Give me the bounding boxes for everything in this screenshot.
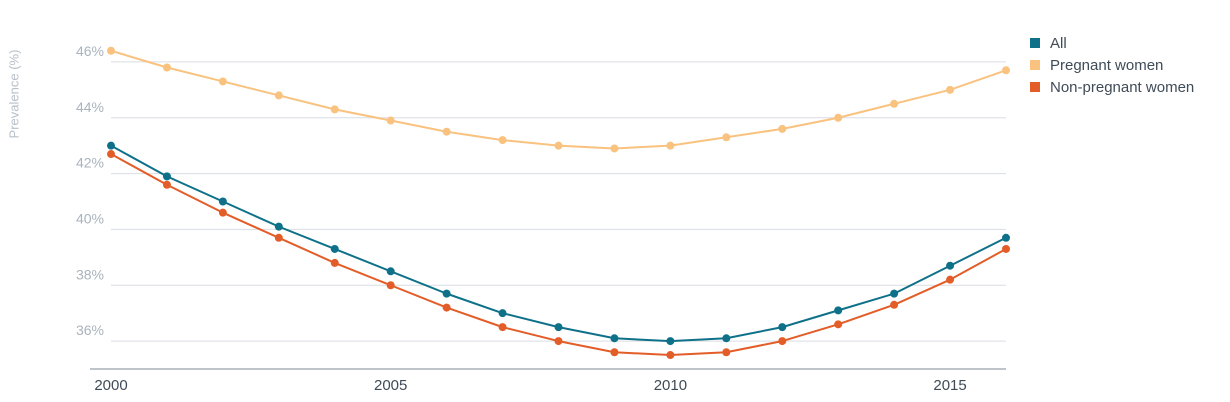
data-point-pregnant-women[interactable]: [442, 127, 451, 136]
gridlines: [111, 61, 1006, 342]
data-point-all[interactable]: [274, 222, 283, 231]
legend-swatch-non-pregnant-women: [1030, 82, 1040, 92]
data-point-non-pregnant-women[interactable]: [498, 323, 507, 332]
data-point-all[interactable]: [610, 334, 619, 343]
data-point-non-pregnant-women[interactable]: [946, 275, 955, 284]
data-point-pregnant-women[interactable]: [330, 105, 339, 114]
data-point-pregnant-women[interactable]: [722, 133, 731, 142]
data-point-pregnant-women[interactable]: [554, 141, 563, 150]
data-point-non-pregnant-women[interactable]: [274, 233, 283, 242]
data-point-pregnant-women[interactable]: [946, 85, 955, 94]
y-axis-ticks: 36% 38% 40% 42% 44% 46%: [76, 43, 104, 338]
data-point-non-pregnant-women[interactable]: [666, 351, 675, 360]
data-point-non-pregnant-women[interactable]: [162, 180, 171, 189]
x-tick-label: 2000: [94, 377, 127, 394]
data-point-pregnant-women[interactable]: [107, 46, 115, 55]
data-point-all[interactable]: [107, 141, 115, 150]
y-tick-label: 44%: [76, 99, 104, 115]
data-point-non-pregnant-women[interactable]: [778, 337, 787, 346]
data-point-pregnant-women[interactable]: [778, 124, 787, 133]
data-point-all[interactable]: [330, 244, 339, 253]
data-point-non-pregnant-women[interactable]: [890, 300, 899, 309]
data-point-all[interactable]: [778, 323, 787, 332]
x-axis-ticks: 2000 2005 2010 2015: [94, 377, 966, 394]
y-axis-label-text: Prevalence (%): [6, 49, 22, 139]
data-point-pregnant-women[interactable]: [834, 113, 843, 122]
series-line-pregnant-women: [110, 49, 1007, 150]
data-point-all[interactable]: [498, 309, 507, 318]
data-point-pregnant-women[interactable]: [666, 141, 675, 150]
data-point-all[interactable]: [834, 306, 843, 315]
data-point-pregnant-women[interactable]: [1002, 66, 1010, 75]
series-group: [107, 46, 1010, 360]
data-point-non-pregnant-women[interactable]: [722, 348, 731, 357]
x-tick-label: 2010: [654, 377, 687, 394]
data-point-all[interactable]: [162, 172, 171, 181]
data-point-non-pregnant-women[interactable]: [107, 150, 115, 159]
data-point-non-pregnant-women[interactable]: [442, 303, 451, 312]
legend-item-pregnant-women[interactable]: Pregnant women: [1030, 54, 1194, 76]
data-point-pregnant-women[interactable]: [386, 116, 395, 125]
data-point-non-pregnant-women[interactable]: [554, 337, 563, 346]
data-point-pregnant-women[interactable]: [610, 144, 619, 153]
data-point-all[interactable]: [442, 289, 451, 298]
series-all: [107, 141, 1010, 346]
series-pregnant-women: [107, 46, 1010, 153]
y-tick-label: 46%: [76, 43, 104, 59]
data-point-non-pregnant-women[interactable]: [1002, 244, 1010, 253]
y-tick-label: 40%: [76, 210, 104, 226]
data-point-pregnant-women[interactable]: [274, 91, 283, 100]
data-point-all[interactable]: [386, 267, 395, 276]
data-point-non-pregnant-women[interactable]: [386, 281, 395, 290]
legend-label-pregnant-women: Pregnant women: [1050, 56, 1164, 74]
data-point-non-pregnant-women[interactable]: [330, 258, 339, 267]
data-point-all[interactable]: [1002, 233, 1010, 242]
x-tick-label: 2005: [374, 377, 407, 394]
data-point-non-pregnant-women[interactable]: [610, 348, 619, 357]
y-tick-label: 42%: [76, 155, 104, 171]
legend: All Pregnant women Non-pregnant women: [1030, 32, 1194, 98]
y-tick-label: 38%: [76, 266, 104, 282]
data-point-non-pregnant-women[interactable]: [834, 320, 843, 329]
data-point-all[interactable]: [666, 337, 675, 346]
legend-swatch-pregnant-women: [1030, 60, 1040, 70]
data-point-all[interactable]: [722, 334, 731, 343]
legend-item-non-pregnant-women[interactable]: Non-pregnant women: [1030, 76, 1194, 98]
legend-item-all[interactable]: All: [1030, 32, 1194, 54]
y-tick-label: 36%: [76, 322, 104, 338]
data-point-pregnant-women[interactable]: [890, 99, 899, 108]
x-tick-label: 2015: [933, 377, 966, 394]
data-point-all[interactable]: [218, 197, 227, 206]
data-point-pregnant-women[interactable]: [498, 136, 507, 145]
data-point-all[interactable]: [890, 289, 899, 298]
data-point-pregnant-women[interactable]: [218, 77, 227, 86]
series-non-pregnant-women: [107, 150, 1010, 360]
legend-swatch-all: [1030, 38, 1040, 48]
data-point-non-pregnant-women[interactable]: [218, 208, 227, 217]
data-point-all[interactable]: [554, 323, 563, 332]
y-axis-label: Prevalence (%): [4, 36, 24, 152]
legend-label-all: All: [1050, 34, 1067, 52]
data-point-pregnant-women[interactable]: [162, 63, 171, 72]
data-point-all[interactable]: [946, 261, 955, 270]
legend-label-non-pregnant-women: Non-pregnant women: [1050, 78, 1195, 96]
